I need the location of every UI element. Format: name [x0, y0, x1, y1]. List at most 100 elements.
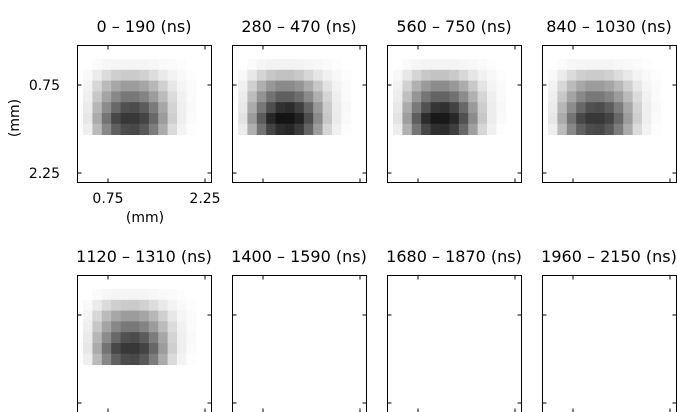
panel-3-cell-0-10	[642, 59, 652, 71]
panel-2-cell-3-2	[411, 91, 422, 103]
panel-1-cell-6-8	[313, 123, 323, 135]
panel-4-cell-6-4	[120, 353, 131, 365]
panel-6: 1680 – 1870 (ns)	[386, 247, 522, 412]
panel-1-cell-2-6	[294, 80, 305, 92]
panel-0-cell-2-9	[167, 80, 178, 92]
panel-1-cell-6-9	[322, 123, 333, 135]
panel-3-cell-3-9	[632, 91, 643, 103]
panel-1-cell-0-5	[285, 59, 295, 71]
panel-1-cell-3-6	[294, 91, 305, 103]
panel-2-cell-1-3	[421, 69, 431, 81]
panel-3-cell-5-0	[548, 113, 558, 125]
panel-3-cell-3-1	[557, 91, 568, 103]
panel-1-cell-4-4	[275, 102, 286, 114]
panel-2-cell-1-0	[393, 69, 403, 81]
panel-3-cell-6-1	[557, 123, 568, 135]
panel-4-cell-3-11	[186, 321, 197, 333]
panel-3: 840 – 1030 (ns)	[542, 17, 677, 183]
panel-4-cell-2-3	[111, 310, 121, 322]
panel-frame-0	[77, 45, 212, 183]
panel-2-cell-2-0	[393, 80, 403, 92]
panel-1-cell-0-1	[247, 59, 258, 71]
panel-4-cell-1-0	[83, 299, 93, 311]
panel-4-cell-6-6	[139, 353, 150, 365]
panel-0-cell-3-9	[167, 91, 178, 103]
panel-4-cell-4-0	[83, 332, 93, 344]
panel-1-cell-6-11	[341, 123, 352, 135]
panel-1-cell-1-9	[322, 69, 333, 81]
panel-4-cell-0-10	[177, 289, 187, 301]
panel-3-cell-6-7	[613, 123, 624, 135]
panel-2-cell-5-10	[487, 113, 497, 125]
panel-2-cell-6-11	[496, 123, 507, 135]
panel-0-cell-3-6	[139, 91, 150, 103]
panel-4-cell-6-10	[177, 353, 187, 365]
panel-2-cell-1-5	[440, 69, 450, 81]
panel-2-cell-0-5	[440, 59, 450, 71]
panel-1-cell-4-8	[313, 102, 323, 114]
panel-1-cell-4-9	[322, 102, 333, 114]
panel-frame-1	[232, 45, 367, 183]
panel-1-cell-1-3	[266, 69, 276, 81]
panel-1-cell-4-7	[303, 102, 314, 114]
panel-1-cell-6-6	[294, 123, 305, 135]
panel-4-cell-1-2	[101, 299, 112, 311]
panel-0-cell-6-1	[92, 123, 103, 135]
panel-3-cell-4-5	[595, 102, 605, 114]
panel-4-cell-5-9	[167, 343, 178, 355]
panel-4-cell-2-8	[158, 310, 168, 322]
panel-2-cell-0-10	[487, 59, 497, 71]
panel-1-cell-5-0	[238, 113, 248, 125]
panel-0-cell-5-0	[83, 113, 93, 125]
panel-2-cell-5-0	[393, 113, 403, 125]
panel-4-cell-1-6	[139, 299, 150, 311]
panel-1-cell-5-1	[247, 113, 258, 125]
panel-1-cell-6-1	[247, 123, 258, 135]
panel-3-cell-1-4	[585, 69, 596, 81]
panel-0-cell-1-3	[111, 69, 121, 81]
panel-2-cell-4-2	[411, 102, 422, 114]
panel-2-cell-3-0	[393, 91, 403, 103]
panel-0-cell-6-3	[111, 123, 121, 135]
panel-3-cell-0-4	[585, 59, 596, 71]
panel-0-cell-2-5	[130, 80, 140, 92]
panel-4-cell-4-8	[158, 332, 168, 344]
panel-0-cell-5-11	[186, 113, 197, 125]
panel-1-cell-3-4	[275, 91, 286, 103]
panel-2-cell-2-2	[411, 80, 422, 92]
panel-2-cell-2-11	[496, 80, 507, 92]
panel-1-cell-4-6	[294, 102, 305, 114]
panel-1-cell-6-3	[266, 123, 276, 135]
panel-0-cell-4-5	[130, 102, 140, 114]
panel-0-cell-4-11	[186, 102, 197, 114]
panel-4-cell-0-3	[111, 289, 121, 301]
panel-title-0: 0 – 190 (ns)	[97, 17, 192, 36]
panel-0-cell-5-4	[120, 113, 131, 125]
panel-1-cell-5-4	[275, 113, 286, 125]
panel-0-cell-6-4	[120, 123, 131, 135]
panel-2-cell-2-10	[487, 80, 497, 92]
panel-0-cell-6-2	[101, 123, 112, 135]
panel-0-cell-3-4	[120, 91, 131, 103]
y-axis-label: (mm)	[7, 99, 23, 137]
panel-2-cell-3-6	[449, 91, 460, 103]
panel-0-cell-6-6	[139, 123, 150, 135]
panel-4-cell-0-8	[158, 289, 168, 301]
panel-4-cell-6-3	[111, 353, 121, 365]
panel-0-cell-4-9	[167, 102, 178, 114]
panel-2-cell-6-7	[458, 123, 469, 135]
panel-title-6: 1680 – 1870 (ns)	[386, 247, 522, 266]
panel-2-cell-6-0	[393, 123, 403, 135]
panel-2-cell-3-7	[458, 91, 469, 103]
panel-2-cell-5-7	[458, 113, 469, 125]
panel-0-cell-3-7	[148, 91, 159, 103]
panel-3-cell-1-9	[632, 69, 643, 81]
panel-1-cell-5-3	[266, 113, 276, 125]
panel-4-cell-6-7	[148, 353, 159, 365]
panel-1-cell-2-4	[275, 80, 286, 92]
panel-4-cell-4-4	[120, 332, 131, 344]
panel-0-cell-1-8	[158, 69, 168, 81]
panel-2-cell-4-6	[449, 102, 460, 114]
panel-2-cell-6-2	[411, 123, 422, 135]
panel-1-cell-3-3	[266, 91, 276, 103]
